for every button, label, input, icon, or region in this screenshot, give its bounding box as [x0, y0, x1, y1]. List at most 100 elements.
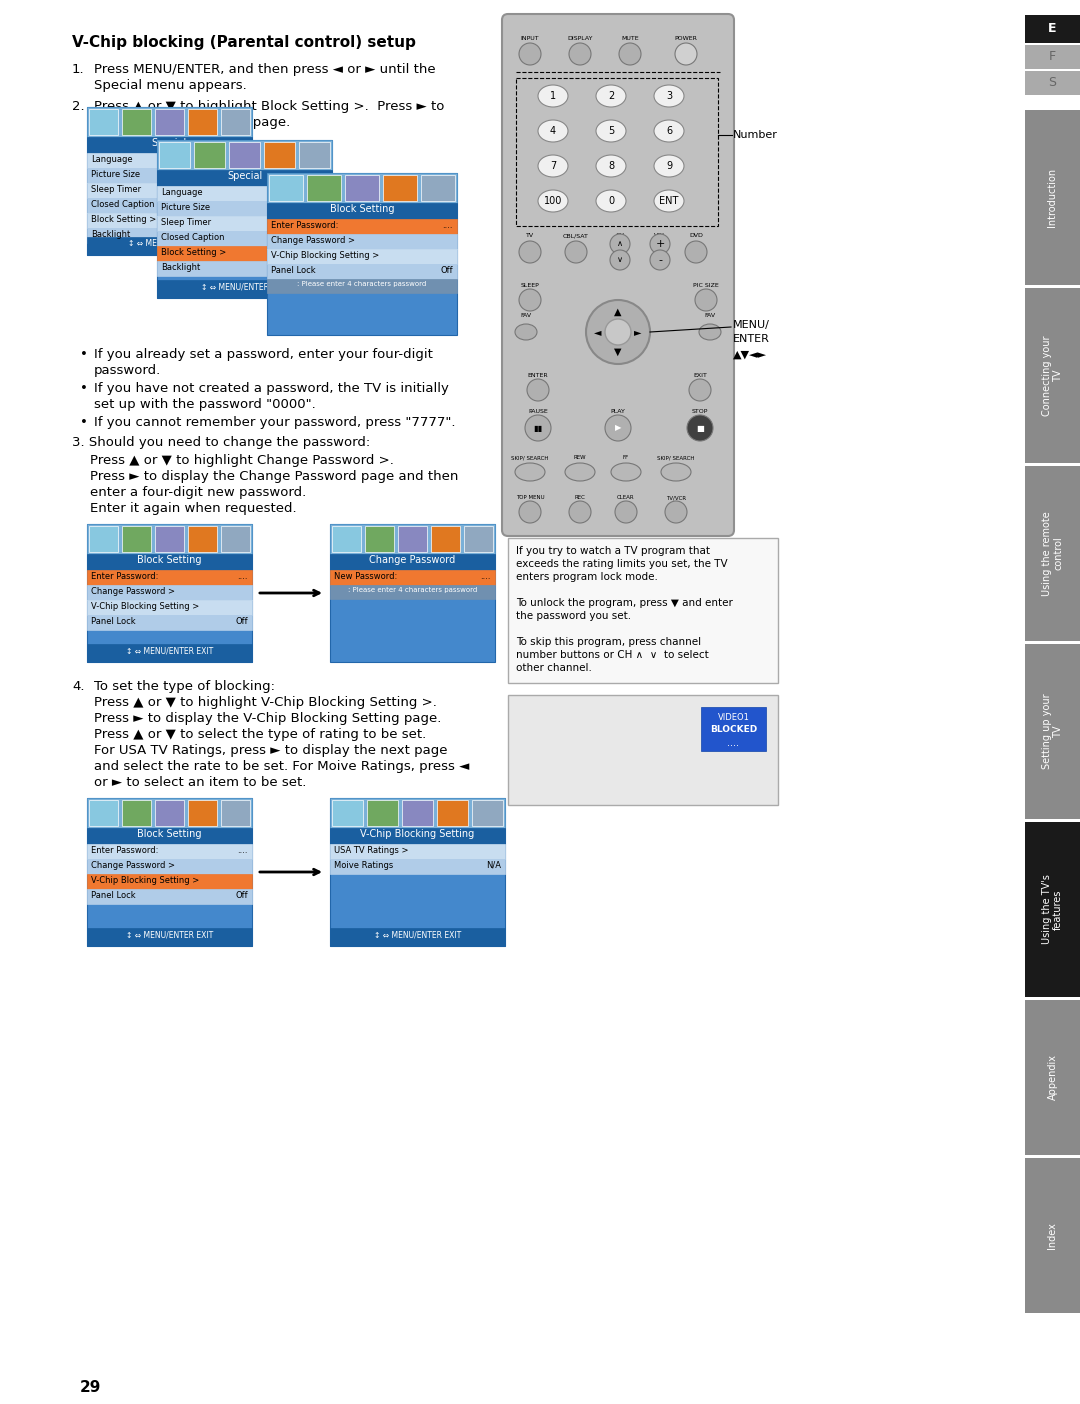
Bar [122, 800, 151, 826]
Text: TV: TV [526, 233, 535, 239]
Bar [221, 526, 249, 552]
Circle shape [650, 250, 670, 270]
Text: VOL: VOL [653, 233, 666, 239]
Bar [508, 538, 778, 682]
Text: For USA TV Ratings, press ► to display the next page: For USA TV Ratings, press ► to display t… [94, 744, 447, 757]
Bar [464, 526, 492, 552]
Bar [383, 176, 417, 201]
Text: Press MENU/ENTER, and then press ◄ or ► until the: Press MENU/ENTER, and then press ◄ or ► … [94, 63, 435, 76]
Bar [87, 644, 252, 663]
Text: ENTER: ENTER [733, 334, 770, 344]
Text: Block Setting >: Block Setting > [161, 249, 226, 257]
Bar [87, 213, 252, 227]
Bar [1025, 1158, 1080, 1313]
Bar [264, 142, 295, 168]
Bar [1025, 644, 1080, 819]
Text: •: • [80, 382, 87, 395]
Bar [701, 708, 766, 751]
Text: number buttons or CH ∧  ∨  to select: number buttons or CH ∧ ∨ to select [516, 650, 708, 660]
Ellipse shape [538, 190, 568, 212]
Circle shape [519, 44, 541, 65]
Text: Panel Lock: Panel Lock [91, 616, 136, 626]
Bar [229, 142, 260, 168]
Text: Closed Caption: Closed Caption [161, 233, 225, 241]
Text: Moive Ratings: Moive Ratings [334, 861, 393, 870]
Text: ►: ► [634, 327, 642, 337]
Text: Press ▲ or ▼ to highlight Block Setting >.  Press ► to: Press ▲ or ▼ to highlight Block Setting … [94, 100, 444, 112]
Text: Enter Password:: Enter Password: [91, 571, 159, 581]
Text: To unlock the program, press ▼ and enter: To unlock the program, press ▼ and enter [516, 598, 733, 608]
Text: FAV: FAV [521, 313, 531, 317]
Bar [87, 889, 252, 904]
Text: 5: 5 [608, 126, 615, 136]
Text: Sleep Timer: Sleep Timer [91, 185, 141, 194]
Text: Index: Index [1048, 1221, 1057, 1250]
Text: 2.: 2. [72, 100, 84, 112]
Ellipse shape [538, 154, 568, 177]
Bar [1025, 1000, 1080, 1155]
Text: Bright: Bright [302, 263, 328, 272]
Text: SLEEP: SLEEP [521, 284, 539, 288]
Circle shape [569, 44, 591, 65]
Text: Bri: Bri [237, 230, 248, 239]
Text: ■: ■ [697, 424, 704, 432]
Bar [87, 524, 252, 555]
Text: INPUT: INPUT [521, 37, 539, 41]
Text: Block Setting >: Block Setting > [91, 215, 157, 225]
Circle shape [696, 289, 717, 312]
Bar [89, 526, 118, 552]
Text: 7: 7 [550, 161, 556, 171]
Text: To set the type of blocking:: To set the type of blocking: [94, 680, 275, 694]
Bar [267, 234, 457, 249]
Text: E: E [1049, 22, 1056, 35]
Bar [157, 246, 332, 261]
Circle shape [527, 379, 549, 402]
Text: If you have not created a password, the TV is initially: If you have not created a password, the … [94, 382, 449, 395]
Text: Using the remote
control: Using the remote control [1042, 511, 1064, 595]
Bar [188, 800, 217, 826]
Text: password.: password. [94, 364, 161, 378]
Bar [87, 198, 252, 213]
Bar [87, 555, 252, 570]
Bar [188, 110, 217, 135]
Text: Special: Special [152, 138, 187, 147]
Text: Change Password >: Change Password > [91, 861, 175, 870]
Text: Block Setting: Block Setting [137, 555, 202, 564]
Bar [399, 526, 427, 552]
Ellipse shape [515, 324, 537, 340]
Ellipse shape [538, 86, 568, 107]
Text: Connecting your
TV: Connecting your TV [1042, 336, 1064, 416]
Text: CLEAR: CLEAR [617, 496, 635, 500]
Bar [330, 844, 505, 859]
Ellipse shape [699, 324, 721, 340]
Bar [267, 264, 457, 279]
Bar [87, 138, 252, 153]
Bar [188, 526, 217, 552]
Circle shape [569, 501, 591, 524]
Text: enter a four-digit new password.: enter a four-digit new password. [90, 486, 307, 498]
Bar [330, 828, 505, 844]
Bar [267, 279, 457, 293]
Bar [365, 526, 394, 552]
Text: If you try to watch a TV program that: If you try to watch a TV program that [516, 546, 710, 556]
Circle shape [586, 300, 650, 364]
Bar [157, 170, 332, 185]
Bar [87, 183, 252, 198]
Text: Change Password >: Change Password > [271, 236, 355, 246]
Text: STOP: STOP [692, 409, 708, 414]
Text: N/A: N/A [486, 861, 501, 870]
Text: 3. Should you need to change the password:: 3. Should you need to change the passwor… [72, 437, 370, 449]
Bar [1025, 466, 1080, 642]
Text: 4: 4 [550, 126, 556, 136]
Text: -: - [658, 256, 662, 265]
Ellipse shape [596, 190, 626, 212]
Text: and select the rate to be set. For Moive Ratings, press ◄: and select the rate to be set. For Moive… [94, 760, 470, 774]
Ellipse shape [661, 463, 691, 482]
Text: ....: .... [443, 220, 453, 230]
Bar [330, 585, 495, 600]
Bar [299, 142, 330, 168]
Text: Block Setting: Block Setting [137, 828, 202, 840]
Text: Sleep Timer: Sleep Timer [161, 218, 211, 227]
Text: Language: Language [161, 188, 203, 197]
Text: S: S [1049, 76, 1056, 90]
